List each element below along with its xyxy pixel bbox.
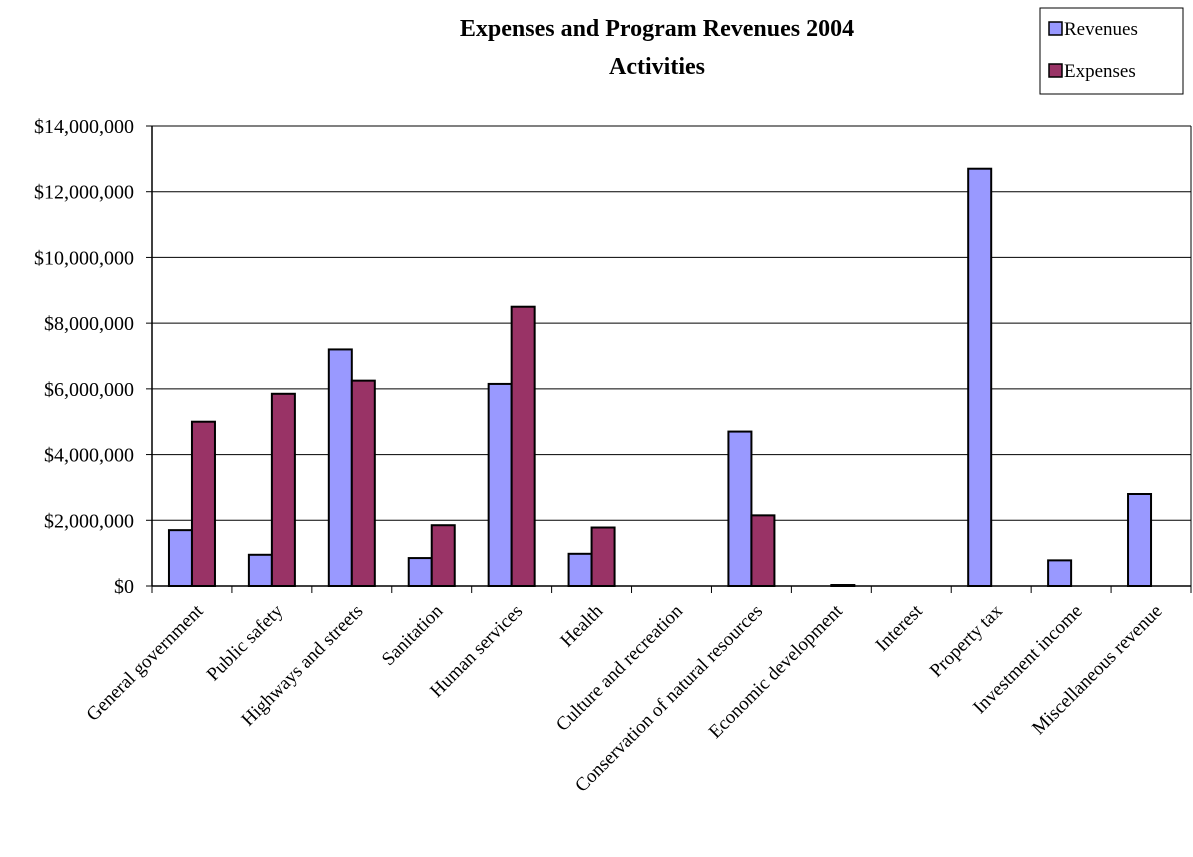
y-tick-label: $0 [114,576,134,598]
bar-expenses-highways-and-streets [350,379,376,587]
bar-expenses-conservation-of-natural-resources [750,514,776,587]
legend-label-revenues: Revenues [1064,19,1138,40]
y-tick-label: $2,000,000 [44,510,134,532]
bar-revenues-investment-income [1047,559,1073,587]
y-tick-label: $10,000,000 [34,247,134,269]
bars [167,167,1153,588]
x-tick-label: Interest [872,600,928,656]
chart-title: Expenses and Program Revenues 2004 Activ… [300,10,1014,86]
legend-swatch-expenses [1048,63,1063,78]
bar-expenses-public-safety [270,392,296,587]
legend-label-expenses: Expenses [1064,61,1136,82]
y-tick-label: $4,000,000 [44,445,134,467]
chart-title-line: Expenses and Program Revenues 2004 [459,16,855,42]
x-tick-label: Sanitation [378,600,448,670]
bar-revenues-human-services [487,382,513,587]
bar-revenues-sanitation [407,557,433,587]
x-tick-label: Economic development [705,600,848,743]
bar-revenues-health [567,552,593,587]
legend: Revenues Expenses [1039,7,1184,95]
bar-expenses-health [590,526,616,587]
chart-subtitle: Activities [609,54,705,80]
bar-expenses-sanitation [430,524,456,588]
x-tick-label: Health [556,600,607,651]
legend-swatch-revenues [1048,21,1063,36]
bar-expenses-general-government [190,420,216,588]
y-tick-label: $14,000,000 [34,116,134,138]
x-tick-label: Public safety [203,600,288,685]
x-tick-label: Property tax [926,600,1007,681]
bar-revenues-general-government [167,529,193,588]
y-tick-label: $6,000,000 [44,379,134,401]
y-tick-label: $8,000,000 [44,313,134,335]
x-tick-label: Miscellaneous revenue [1028,601,1166,739]
bar-revenues-public-safety [247,553,273,587]
y-tick-label: $12,000,000 [34,182,134,204]
x-tick-label: General government [83,600,208,725]
bar-expenses-human-services [510,305,536,587]
gridlines [152,125,1191,521]
bar-revenues-miscellaneous-revenue [1127,493,1153,587]
bar-revenues-property-tax [967,167,993,587]
bar-revenues-conservation-of-natural-resources [727,430,753,588]
bar-revenues-highways-and-streets [327,348,353,587]
legend-box [1039,7,1184,95]
